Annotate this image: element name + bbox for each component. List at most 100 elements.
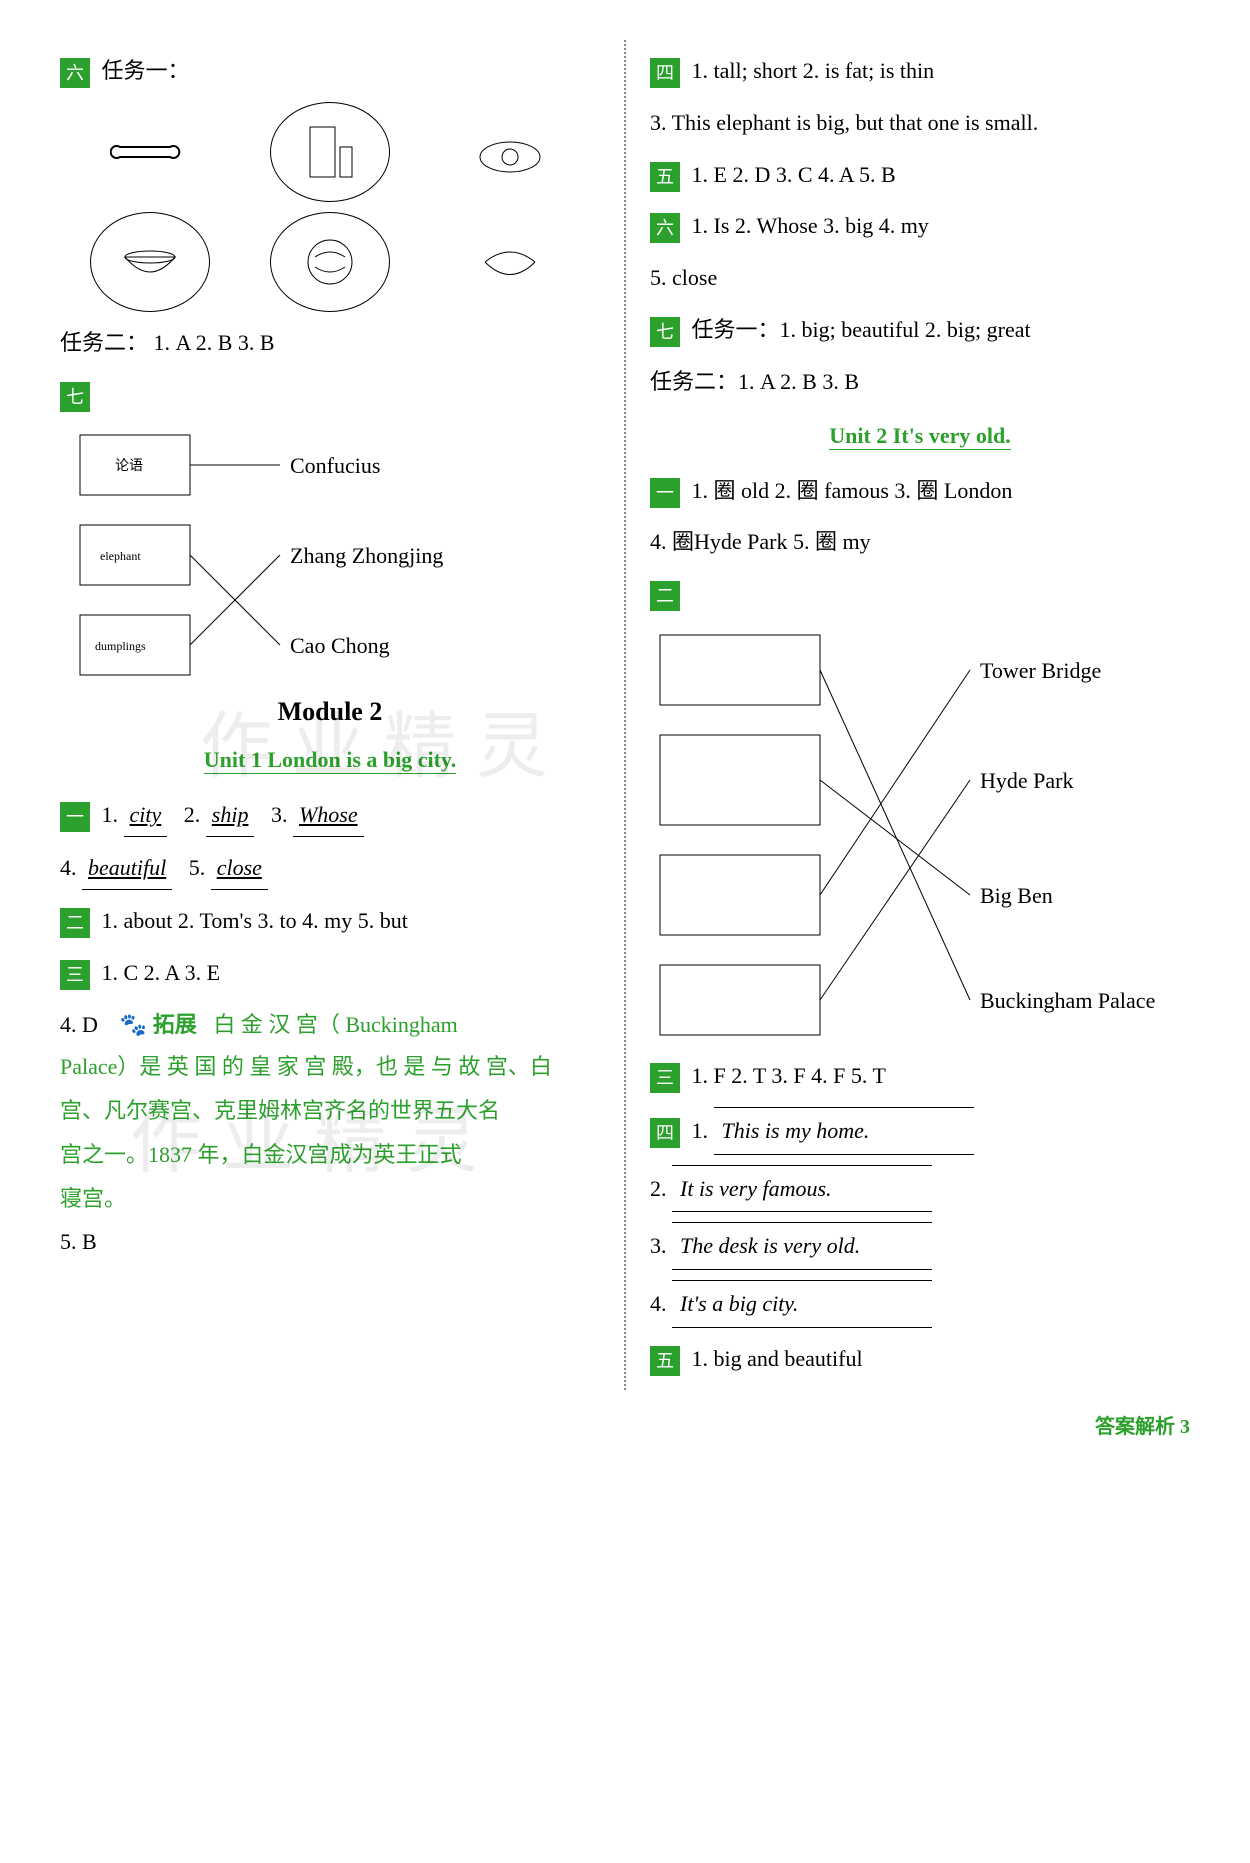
- r-si-t1: 1. tall; short 2. is fat; is thin: [692, 58, 935, 83]
- milk-icon: [270, 102, 390, 202]
- unit2-heading: Unit 2 It's very old.: [829, 423, 1011, 450]
- page: 六 任务一： 任务二：: [60, 40, 1190, 1390]
- badge-liu: 六: [60, 58, 90, 88]
- word-3: Whose: [293, 794, 364, 837]
- footer-page: 3: [1180, 1416, 1190, 1438]
- match-label-3: Cao Chong: [290, 633, 390, 659]
- landmark-label-2: Hyde Park: [980, 768, 1073, 794]
- r-si-l2: 3. This elephant is big, but that one is…: [650, 102, 1190, 144]
- left-column: 六 任务一： 任务二：: [60, 40, 600, 1390]
- r-liu-l1: 六 1. Is 2. Whose 3. big 4. my: [650, 205, 1190, 247]
- match-label-2: Zhang Zhongjing: [290, 543, 443, 569]
- svg-text:dumplings: dumplings: [95, 639, 146, 653]
- landmark-label-4: Buckingham Palace: [980, 988, 1155, 1014]
- liu-task1: 六 任务一：: [60, 50, 600, 92]
- greenball-icon: [270, 212, 390, 312]
- badge-wu: 五: [650, 162, 680, 192]
- footer-label: 答案解析: [1095, 1416, 1175, 1438]
- module2-area: 作业精灵 Module 2: [60, 697, 600, 727]
- r-sec4-4: 4. It's a big city.: [650, 1280, 1190, 1328]
- word-2: ship: [206, 794, 255, 837]
- sec2-line: 二 1. about 2. Tom's 3. to 4. my 5. but: [60, 900, 600, 942]
- sec3b-p2: 白 金 汉 宫（ Buckingham: [213, 1012, 457, 1037]
- rice-icon: [450, 212, 570, 312]
- task2-items: 1. A 2. B 3. B: [154, 330, 275, 355]
- badge-si: 四: [650, 58, 680, 88]
- r-si-l1: 四 1. tall; short 2. is fat; is thin: [650, 50, 1190, 92]
- sec3-text: 1. C 2. A 3. E: [102, 960, 221, 985]
- r-sec4-3: 3. The desk is very old.: [650, 1222, 1190, 1270]
- r-sec3: 三 1. F 2. T 3. F 4. F 5. T: [650, 1055, 1190, 1097]
- sec3b-p4: 宫、凡尔赛宫、克里姆林宫齐名的世界五大名: [60, 1089, 600, 1133]
- badge-yi-r: 一: [650, 478, 680, 508]
- bone-icon: [90, 102, 210, 202]
- r-sec2: 二: [650, 573, 1190, 615]
- sec3b-p5: 宫之一。1837 年，白金汉宫成为英王正式: [60, 1133, 600, 1177]
- badge-er: 二: [60, 908, 90, 938]
- sentence-3: The desk is very old.: [672, 1222, 932, 1270]
- word-4: beautiful: [82, 847, 172, 890]
- r-qi-t2: 任务二：1. A 2. B 3. B: [650, 361, 1190, 403]
- sentence-1: This is my home.: [714, 1107, 974, 1155]
- svg-text:论语: 论语: [115, 458, 143, 474]
- task2-line: 任务二： 1. A 2. B 3. B: [60, 322, 600, 364]
- egg-icon: [450, 102, 570, 202]
- sec1-line1: 一 1. city 2. ship 3. Whose: [60, 794, 600, 837]
- badge-yi: 一: [60, 802, 90, 832]
- sentence-4: It's a big city.: [672, 1280, 932, 1328]
- r-sec5-text: 1. big and beautiful: [692, 1346, 863, 1371]
- column-divider: [624, 40, 626, 1390]
- image-row-2: [60, 212, 600, 312]
- r-qi-t1: 七 任务一：1. big; beautiful 2. big; great: [650, 309, 1190, 351]
- word-1: city: [124, 794, 168, 837]
- match-diagram: 论语 elephant dumplings Confucius Zhang Zh…: [60, 425, 600, 685]
- sec3b-block: 作业精灵 4. D 🐾 拓展 白 金 汉 宫（ Buckingham Palac…: [60, 1004, 600, 1264]
- module2-heading: Module 2: [60, 697, 600, 727]
- task2-label: 任务二：: [60, 330, 148, 355]
- image-row-1: [60, 102, 600, 202]
- badge-san: 三: [60, 960, 90, 990]
- r-sec4-2: 2. It is very famous.: [650, 1165, 1190, 1213]
- r-qi-t1-text: 任务一：1. big; beautiful 2. big; great: [692, 317, 1031, 342]
- sec2-text: 1. about 2. Tom's 3. to 4. my 5. but: [102, 908, 408, 933]
- badge-si-r: 四: [650, 1118, 680, 1148]
- landmark-label-1: Tower Bridge: [980, 658, 1101, 684]
- badge-liu-r: 六: [650, 213, 680, 243]
- sentence-2: It is very famous.: [672, 1165, 932, 1213]
- extend-tag-text: 拓展: [153, 1012, 197, 1037]
- unit2-wrap: Unit 2 It's very old.: [650, 415, 1190, 458]
- badge-er-r: 二: [650, 581, 680, 611]
- sec1-line2: 4. beautiful 5. close: [60, 847, 600, 890]
- landmark-label-3: Big Ben: [980, 883, 1053, 909]
- task1-label: 任务一：: [102, 58, 190, 83]
- badge-wu-r: 五: [650, 1346, 680, 1376]
- r-liu-t1: 1. Is 2. Whose 3. big 4. my: [692, 213, 929, 238]
- page-footer: 答案解析 3: [60, 1410, 1190, 1439]
- unit1-wrap: Unit 1 London is a big city.: [60, 739, 600, 782]
- landmarks-diagram: Tower Bridge Hyde Park Big Ben Buckingha…: [650, 625, 1190, 1045]
- unit1-heading: Unit 1 London is a big city.: [204, 747, 456, 774]
- r-sec1-l2: 4. 圈Hyde Park 5. 圈 my: [650, 521, 1190, 563]
- sec3b-p3: Palace）是 英 国 的 皇 家 宫 殿，也 是 与 故 宫、白: [60, 1045, 600, 1089]
- r-sec4-1: 四 1. This is my home.: [650, 1107, 1190, 1155]
- r-wu-text: 1. E 2. D 3. C 4. A 5. B: [692, 162, 896, 187]
- right-column: 四 1. tall; short 2. is fat; is thin 3. T…: [650, 40, 1190, 1390]
- qi-header: 七: [60, 374, 600, 416]
- bowl-icon: [90, 212, 210, 312]
- match-label-1: Confucius: [290, 453, 380, 479]
- svg-text:elephant: elephant: [100, 549, 141, 563]
- r-sec1-l1: 一 1. 圈 old 2. 圈 famous 3. 圈 London: [650, 470, 1190, 512]
- badge-qi: 七: [60, 382, 90, 412]
- word-5: close: [211, 847, 268, 890]
- badge-qi-r: 七: [650, 317, 680, 347]
- sec3-line: 三 1. C 2. A 3. E: [60, 952, 600, 994]
- sec3b-p6: 寝宫。: [60, 1177, 600, 1221]
- r-liu-l2: 5. close: [650, 257, 1190, 299]
- r-sec3-text: 1. F 2. T 3. F 4. F 5. T: [692, 1063, 886, 1088]
- sec3b-p7: 5. B: [60, 1221, 600, 1263]
- badge-san-r: 三: [650, 1063, 680, 1093]
- extend-tag: 🐾 拓展: [120, 1012, 197, 1037]
- r-sec1-t1: 1. 圈 old 2. 圈 famous 3. 圈 London: [692, 478, 1013, 503]
- r-wu: 五 1. E 2. D 3. C 4. A 5. B: [650, 154, 1190, 196]
- sec3b-p1: 4. D: [60, 1012, 98, 1037]
